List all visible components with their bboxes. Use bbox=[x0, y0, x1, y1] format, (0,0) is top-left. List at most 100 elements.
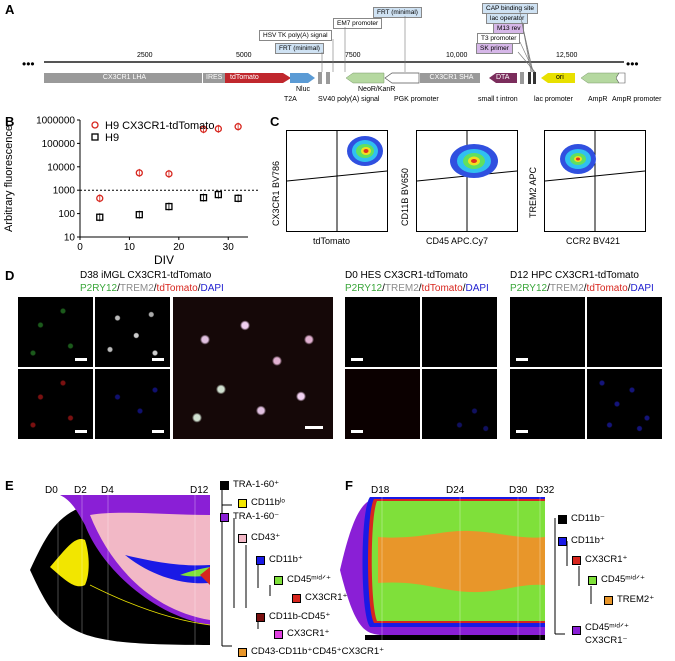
x-tick-label: 0 bbox=[77, 242, 83, 253]
segment-sha: CX3CR1 SHA bbox=[420, 73, 480, 83]
stain-sep: / bbox=[382, 283, 385, 294]
group-1-stain-legend: P2RY12/TREM2/tdTomato/DAPI bbox=[80, 283, 224, 294]
scale-bar bbox=[75, 358, 87, 361]
stain-sep: / bbox=[627, 283, 631, 294]
hpc-trem2 bbox=[587, 297, 662, 367]
clone-trem2-pos bbox=[378, 530, 545, 593]
label-frt-minimal-top: FRT (minimal) bbox=[373, 7, 422, 18]
segment-ori-label: ori bbox=[556, 74, 564, 81]
segment-ires: IRES bbox=[203, 73, 225, 83]
x-axis-label: DIV bbox=[154, 253, 174, 267]
legend-e-swatch-8 bbox=[274, 630, 283, 639]
ori-arrow bbox=[541, 73, 575, 83]
micrograph-tdtomato bbox=[18, 369, 93, 439]
label-sv40: SV40 poly(A) signal bbox=[318, 96, 380, 103]
segment-dta-label: DTA bbox=[496, 74, 510, 81]
flow-plot-3 bbox=[544, 130, 646, 232]
stain-sep: / bbox=[153, 283, 157, 294]
legend-f-1: CD11b⁺ bbox=[571, 535, 605, 546]
scale-bar bbox=[351, 358, 363, 361]
legend-e-swatch-6 bbox=[292, 594, 301, 603]
hpc-p2ry12 bbox=[510, 297, 585, 367]
legend-e-3: CD43⁺ bbox=[251, 532, 281, 543]
legend-e-1: CD11bˡᵒ bbox=[251, 497, 285, 508]
plasmid-map: ••• ••• 2500 5000 7500 10,000 12,500 CX3… bbox=[0, 0, 675, 112]
clone-cd11b-neg bbox=[365, 635, 545, 640]
stain-p2ry12: P2RY12 bbox=[510, 283, 548, 294]
legend-tree-e bbox=[221, 486, 271, 647]
stain-tdtomato: tdTomato bbox=[586, 283, 628, 294]
legend-label-h9: H9 bbox=[105, 132, 119, 144]
y-axis-label: Arbitrary fluorescence bbox=[3, 125, 15, 232]
group-3-stain-legend: P2RY12/TREM2/tdTomato/DAPI bbox=[510, 283, 654, 294]
nluc-arrow bbox=[290, 73, 315, 83]
group-2-title: D0 HES CX3CR1-tdTomato bbox=[345, 270, 468, 281]
hpc-dapi bbox=[587, 369, 662, 439]
fishplot-e bbox=[30, 495, 211, 645]
label-hsv-tk: HSV TK poly(A) signal bbox=[259, 30, 332, 41]
legend-tree-f bbox=[554, 518, 592, 635]
panel-label-c: C bbox=[270, 114, 280, 129]
legend-e-swatch-0 bbox=[220, 481, 229, 490]
stain-dapi: DAPI bbox=[465, 283, 489, 294]
data-point-h9 bbox=[234, 194, 242, 202]
scale-bar bbox=[516, 430, 528, 433]
stain-trem2: TREM2 bbox=[119, 283, 154, 294]
y-tick-label: 10000 bbox=[47, 162, 75, 173]
legend-e-7: CD11b-CD45⁺ bbox=[269, 611, 331, 622]
flow-plot-2 bbox=[416, 130, 518, 232]
stain-trem2: TREM2 bbox=[549, 283, 584, 294]
clone-cx3cr1 bbox=[200, 567, 210, 585]
data-point-h9 bbox=[96, 213, 104, 221]
panel-label-d: D bbox=[5, 268, 15, 283]
pgk-arrow bbox=[384, 72, 420, 84]
legend-e-swatch-4 bbox=[256, 556, 265, 565]
y-tick-label: 100 bbox=[58, 209, 75, 220]
stain-sep: / bbox=[462, 283, 466, 294]
legend-f-5: CD45ᵐⁱᵈᐟ⁺ bbox=[585, 622, 630, 633]
scale-bar bbox=[516, 358, 528, 361]
legend-e-0: TRA-1-60⁺ bbox=[233, 479, 280, 490]
stain-trem2: TREM2 bbox=[384, 283, 419, 294]
day-d2: D2 bbox=[74, 485, 87, 496]
y-tick-label: 10 bbox=[64, 233, 76, 244]
stain-dapi: DAPI bbox=[200, 283, 224, 294]
label-neor: NeoR/KanR bbox=[358, 86, 396, 93]
segment-tdtomato-label: tdTomato bbox=[230, 74, 259, 81]
label-ampr: AmpR bbox=[588, 96, 608, 103]
day-d30: D30 bbox=[509, 485, 528, 496]
legend-f-swatch-1 bbox=[558, 537, 567, 546]
frt-marker bbox=[318, 72, 322, 84]
scale-bar bbox=[152, 430, 164, 433]
legend-e-swatch-9 bbox=[238, 648, 247, 657]
neor-arrow bbox=[345, 72, 385, 84]
data-point-h9 bbox=[135, 211, 143, 219]
dta-arrow bbox=[489, 73, 517, 83]
segment-lha: CX3CR1 LHA bbox=[44, 73, 202, 83]
legend-f-swatch-2 bbox=[572, 556, 581, 565]
hpc-tdtomato bbox=[510, 369, 585, 439]
hes-dapi bbox=[422, 369, 497, 439]
legend-f-swatch-0 bbox=[558, 515, 567, 524]
legend-e-swatch-1 bbox=[238, 499, 247, 508]
data-point-tdtomato bbox=[96, 194, 104, 202]
day-d12: D12 bbox=[190, 485, 209, 496]
lac-marker-2 bbox=[533, 72, 536, 84]
scale-bar bbox=[305, 426, 323, 429]
day-d24: D24 bbox=[446, 485, 465, 496]
x-tick-label: 30 bbox=[223, 242, 235, 253]
group-1-title: D38 iMGL CX3CR1-tdTomato bbox=[80, 270, 212, 281]
y-tick-label: 100000 bbox=[42, 139, 76, 150]
legend-e-9: CD43-CD11b⁺CD45⁺CX3CR1⁺ bbox=[251, 646, 385, 657]
flow-plot-3-gates bbox=[544, 131, 646, 231]
scale-tick-7500: 7500 bbox=[345, 52, 361, 59]
legend-marker-tdtomato bbox=[91, 121, 99, 129]
legend-e-8: CX3CR1⁺ bbox=[287, 628, 330, 639]
stain-sep: / bbox=[117, 283, 120, 294]
x-tick-label: 20 bbox=[173, 242, 185, 253]
day-d0: D0 bbox=[45, 485, 58, 496]
label-em7-promoter: EM7 promoter bbox=[333, 18, 383, 29]
legend-f-0: CD11b⁻ bbox=[571, 513, 605, 524]
flow-plot-2-ylabel: CD11B BV650 bbox=[400, 168, 410, 226]
